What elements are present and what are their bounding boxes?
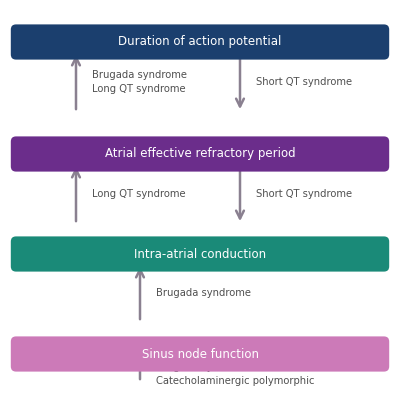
Text: Atrial effective refractory period: Atrial effective refractory period xyxy=(105,148,295,160)
Text: Brugada syndrome
Long QT syndrome: Brugada syndrome Long QT syndrome xyxy=(92,70,187,94)
FancyBboxPatch shape xyxy=(11,336,389,372)
Text: Brugada syndrome
Catecholaminergic polymorphic: Brugada syndrome Catecholaminergic polym… xyxy=(156,362,314,386)
FancyBboxPatch shape xyxy=(11,24,389,60)
Text: Intra-atrial conduction: Intra-atrial conduction xyxy=(134,248,266,260)
FancyBboxPatch shape xyxy=(11,236,389,272)
Text: Short QT syndrome: Short QT syndrome xyxy=(256,77,352,87)
Text: Short QT syndrome: Short QT syndrome xyxy=(256,189,352,199)
Text: Duration of action potential: Duration of action potential xyxy=(118,36,282,48)
Text: Sinus node function: Sinus node function xyxy=(142,348,258,360)
Text: Brugada syndrome: Brugada syndrome xyxy=(156,288,251,298)
Text: Long QT syndrome: Long QT syndrome xyxy=(92,189,186,199)
FancyBboxPatch shape xyxy=(11,136,389,172)
